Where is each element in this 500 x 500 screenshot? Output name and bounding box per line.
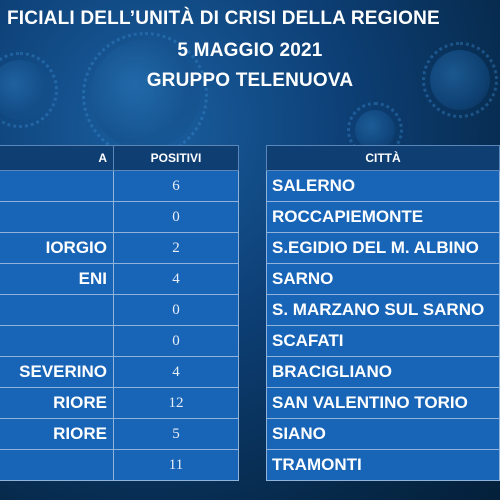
positive-cell: 6 <box>113 170 239 202</box>
city-cell: SARNO <box>266 263 500 295</box>
header-row: A POSITIVI <box>0 145 239 171</box>
city-cell: IORGIO <box>0 232 114 264</box>
city-cell: S. MARZANO SUL SARNO <box>266 294 500 326</box>
table-row: IORGIO 2 <box>0 232 239 264</box>
city-cell: BRACIGLIANO <box>266 356 500 388</box>
city-cell: SCAFATI <box>266 325 500 357</box>
city-cell: RIORE <box>0 387 114 419</box>
left-table: A POSITIVI 6 0 IORGIO 2 ENI 4 0 0 SEVERINO… <box>0 145 239 481</box>
city-cell <box>0 294 114 326</box>
positive-cell: 0 <box>113 201 239 233</box>
table-row: 11 <box>0 449 239 481</box>
positive-cell: 12 <box>113 387 239 419</box>
positive-cell: 4 <box>113 356 239 388</box>
virus-decoration <box>347 102 403 158</box>
city-cell: S.EGIDIO DEL M. ALBINO <box>266 232 500 264</box>
column-header-city: CITTÀ <box>266 145 500 171</box>
positive-cell: 0 <box>113 325 239 357</box>
virus-decoration <box>0 52 58 128</box>
table-row: SIANO <box>266 418 500 450</box>
table-row: SAN VALENTINO TORIO <box>266 387 500 419</box>
city-cell <box>0 170 114 202</box>
table-row: S.EGIDIO DEL M. ALBINO <box>266 232 500 264</box>
positive-cell: 5 <box>113 418 239 450</box>
city-cell: TRAMONTI <box>266 449 500 481</box>
table-row: SARNO <box>266 263 500 295</box>
table-row: RIORE 12 <box>0 387 239 419</box>
city-cell: ENI <box>0 263 114 295</box>
city-cell: SALERNO <box>266 170 500 202</box>
positive-cell: 11 <box>113 449 239 481</box>
header-source: GRUPPO TELENUOVA <box>146 70 354 91</box>
table-row: SCAFATI <box>266 325 500 357</box>
table-row: S. MARZANO SUL SARNO <box>266 294 500 326</box>
header-row: CITTÀ <box>266 145 500 171</box>
column-header-positive: POSITIVI <box>113 145 239 171</box>
city-cell <box>0 449 114 481</box>
table-row: BRACIGLIANO <box>266 356 500 388</box>
city-cell: SIANO <box>266 418 500 450</box>
city-cell: RIORE <box>0 418 114 450</box>
virus-decoration <box>82 32 208 158</box>
table-row: SALERNO <box>266 170 500 202</box>
city-cell: SEVERINO <box>0 356 114 388</box>
positive-cell: 2 <box>113 232 239 264</box>
table-row: TRAMONTI <box>266 449 500 481</box>
positive-cell: 4 <box>113 263 239 295</box>
city-cell: SAN VALENTINO TORIO <box>266 387 500 419</box>
header-date: 5 MAGGIO 2021 <box>177 40 323 61</box>
table-row: ROCCAPIEMONTE <box>266 201 500 233</box>
right-table: CITTÀ SALERNO ROCCAPIEMONTE S.EGIDIO DEL… <box>266 145 500 481</box>
column-header-city: A <box>0 145 114 171</box>
city-cell <box>0 325 114 357</box>
table-row: RIORE 5 <box>0 418 239 450</box>
header-title: FICIALI DELL’UNITÀ DI CRISI DELLA REGION… <box>7 8 440 29</box>
table-row: 0 <box>0 325 239 357</box>
table-row: 0 <box>0 294 239 326</box>
table-row: ENI 4 <box>0 263 239 295</box>
city-cell <box>0 201 114 233</box>
city-cell: ROCCAPIEMONTE <box>266 201 500 233</box>
table-row: 0 <box>0 201 239 233</box>
table-row: SEVERINO 4 <box>0 356 239 388</box>
virus-decoration <box>422 42 498 118</box>
table-row: 6 <box>0 170 239 202</box>
positive-cell: 0 <box>113 294 239 326</box>
